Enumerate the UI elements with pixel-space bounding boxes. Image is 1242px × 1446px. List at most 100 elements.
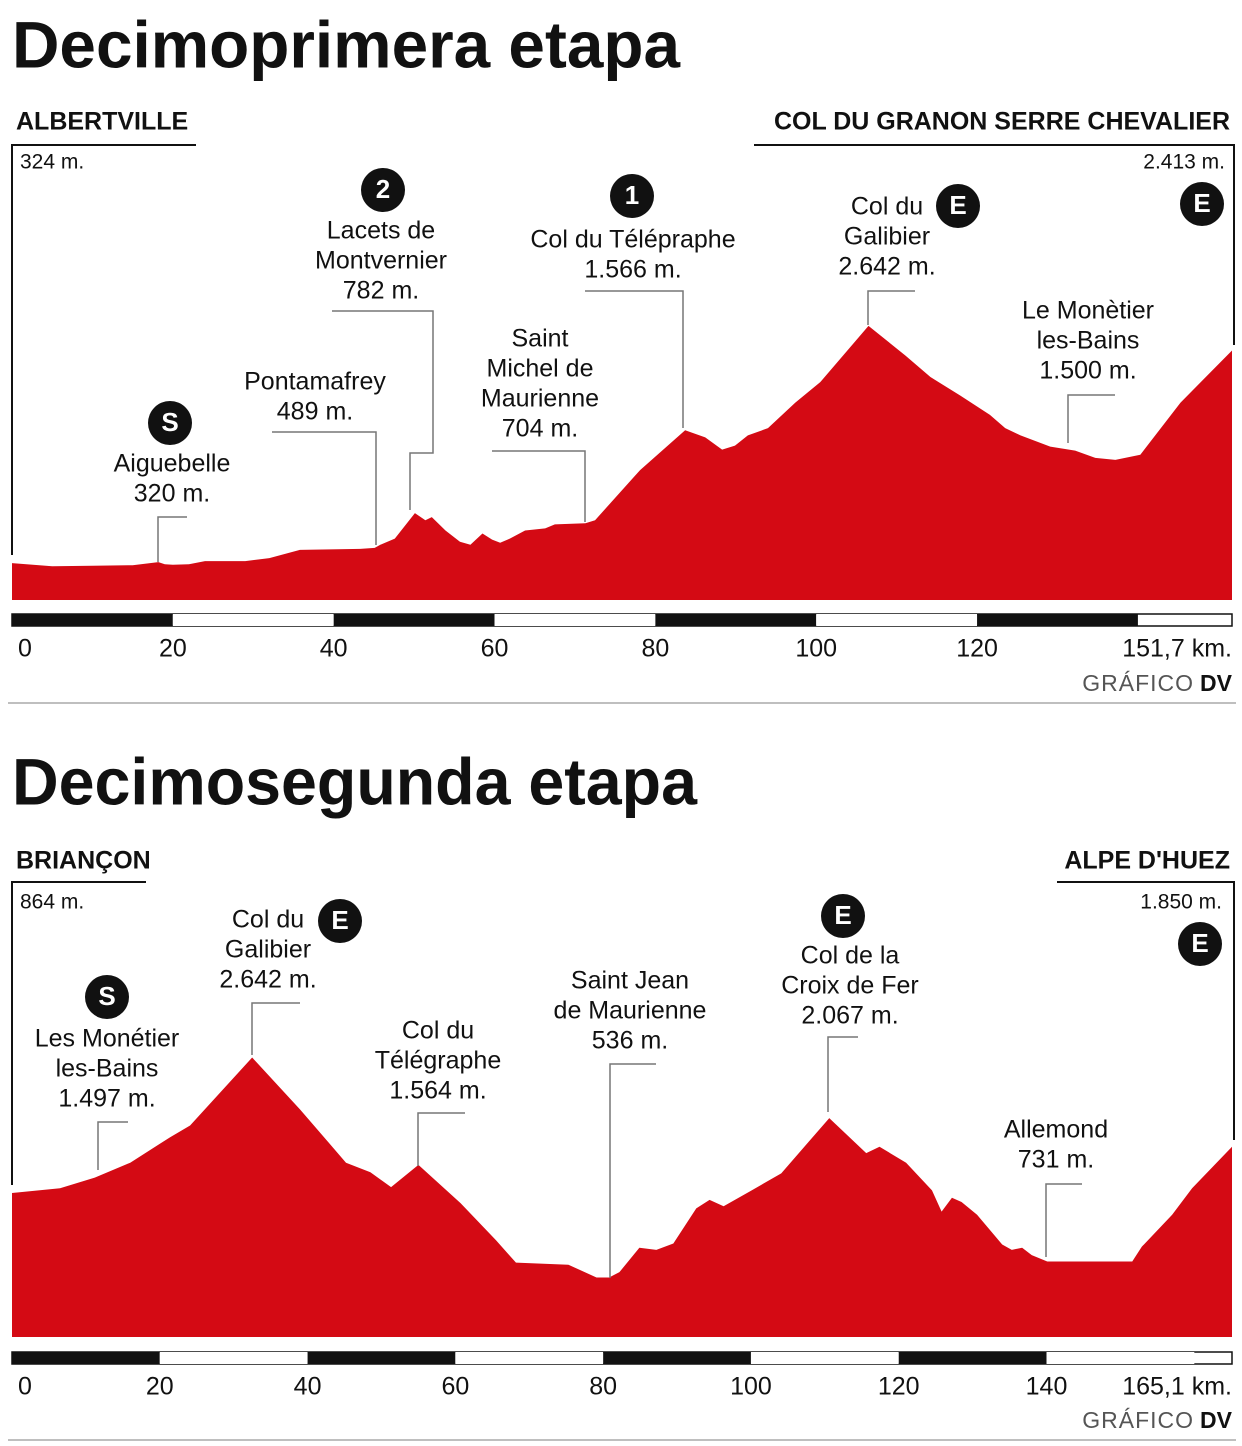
annotation-text: Col du	[851, 193, 923, 221]
badge-label: S	[98, 981, 115, 1011]
badge-label: S	[161, 407, 178, 437]
x-tick-label: 80	[589, 1373, 617, 1401]
annotation-text: 320 m.	[134, 480, 210, 508]
finish-elevation: 1.850 m.	[1140, 891, 1222, 914]
badge-label: E	[949, 190, 966, 220]
x-tick-label: 140	[1026, 1373, 1068, 1401]
annotation-text: 782 m.	[343, 277, 419, 305]
leader-line	[272, 431, 377, 545]
badge	[610, 174, 654, 218]
annotation-text: 2.642 m.	[219, 966, 316, 994]
badge	[936, 184, 980, 228]
badge-label: 1	[625, 180, 639, 210]
elevation-area	[12, 325, 1232, 600]
scale-segment	[977, 614, 1138, 626]
scale-segment	[603, 1352, 751, 1364]
annotation-text: Saint Jean	[571, 967, 689, 995]
x-tick-label: 0	[18, 635, 32, 663]
annotation-text: Montvernier	[315, 247, 447, 275]
badge	[821, 894, 865, 938]
annotation-text: 2.642 m.	[838, 253, 935, 281]
scale-segment	[307, 1352, 456, 1364]
annotation-text: Maurienne	[481, 385, 599, 413]
credit: GRÁFICO DV	[1082, 670, 1232, 696]
x-tick-label: 40	[320, 635, 348, 663]
x-tick-label: 40	[294, 1373, 322, 1401]
x-tick-label: 100	[730, 1373, 772, 1401]
finish-name: ALPE D'HUEZ	[1064, 847, 1230, 875]
leader-line	[157, 516, 187, 562]
credit-source: GRÁFICO	[1082, 1407, 1194, 1433]
scale-segment	[12, 614, 173, 626]
x-tick-label: 100	[795, 635, 837, 663]
scale-segment	[12, 1352, 160, 1364]
scale-segment	[455, 1352, 604, 1364]
credit-source: GRÁFICO	[1082, 670, 1194, 696]
start-name: ALBERTVILLE	[16, 108, 188, 136]
annotation-text: 489 m.	[277, 398, 353, 426]
finish-bracket	[1057, 881, 1235, 1140]
leader-line	[251, 1002, 300, 1055]
scale-segment	[750, 1352, 899, 1364]
badge	[1180, 182, 1224, 226]
annotation-text: Télégraphe	[375, 1047, 501, 1075]
scale-segment	[172, 614, 334, 626]
annotation-text: Pontamafrey	[244, 368, 386, 396]
annotation-text: 2.067 m.	[801, 1002, 898, 1030]
start-bracket	[11, 144, 196, 555]
scale-segment	[159, 1352, 308, 1364]
annotation-text: Croix de Fer	[781, 972, 919, 1000]
annotation-text: Col du	[232, 906, 304, 934]
leader-line	[417, 1112, 465, 1166]
scale-segment	[898, 1352, 1047, 1364]
finish-bracket	[754, 144, 1235, 345]
annotation-text: 1.497 m.	[58, 1085, 155, 1113]
badge-label: E	[1193, 188, 1210, 218]
annotation-text: Lacets de	[327, 217, 435, 245]
annotation-text: Galibier	[225, 936, 311, 964]
annotation-text: 731 m.	[1018, 1146, 1094, 1174]
leader-line	[867, 290, 915, 325]
start-bracket	[11, 881, 146, 1185]
scale-segment	[655, 614, 817, 626]
x-tick-label: 120	[878, 1373, 920, 1401]
annotation-text: Michel de	[487, 355, 594, 383]
annotation-text: 704 m.	[502, 415, 578, 443]
x-tick-label: 120	[956, 635, 998, 663]
credit-brand: DV	[1200, 1407, 1233, 1433]
annotation-text: Les Monétier	[35, 1025, 180, 1053]
scale-segment	[816, 614, 978, 626]
leader-line	[1045, 1183, 1082, 1257]
badge-label: E	[834, 900, 851, 930]
annotation-text: 1.566 m.	[584, 256, 681, 284]
leader-line	[609, 1063, 656, 1278]
badge	[1178, 922, 1222, 966]
leader-line	[585, 290, 684, 428]
credit: GRÁFICO DV	[1082, 1407, 1232, 1433]
annotation-text: Col de la	[801, 942, 900, 970]
scale-segment	[333, 614, 495, 626]
annotation-text: les-Bains	[1037, 327, 1140, 355]
annotation-text: Allemond	[1004, 1116, 1108, 1144]
annotation-text: les-Bains	[56, 1055, 159, 1083]
x-tick-label: 80	[641, 635, 669, 663]
start-elevation: 324 m.	[20, 151, 84, 174]
x-tick-label: 20	[146, 1373, 174, 1401]
badge-label: E	[1191, 928, 1208, 958]
badge	[148, 401, 192, 445]
badge	[361, 168, 405, 212]
x-tick-label: 165,1 km.	[1122, 1373, 1232, 1401]
x-tick-label: 20	[159, 635, 187, 663]
scale-segment	[494, 614, 656, 626]
finish-name: COL DU GRANON SERRE CHEVALIER	[774, 108, 1230, 136]
leader-line	[492, 450, 586, 522]
annotation-text: Aiguebelle	[114, 450, 231, 478]
annotation-text: Saint	[512, 325, 569, 353]
badge-label: 2	[376, 174, 390, 204]
annotation-text: Galibier	[844, 223, 930, 251]
annotation-text: Le Monètier	[1022, 297, 1154, 325]
leader-line	[1067, 394, 1115, 443]
scale-segment	[1046, 1352, 1195, 1364]
elevation-area	[12, 1057, 1232, 1337]
